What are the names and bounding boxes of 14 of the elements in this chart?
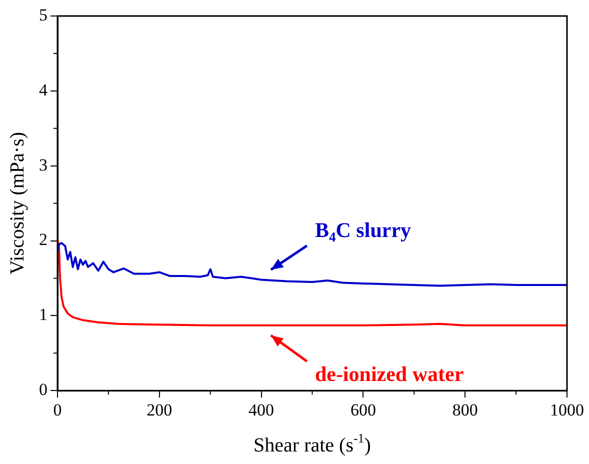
y-tick-label: 4 [39,80,48,100]
x-tick-label: 600 [350,400,376,420]
y-tick-label: 0 [39,380,48,400]
annotation: de-ionized water [314,362,464,386]
y-tick-label: 2 [39,230,48,250]
x-tick-label: 400 [248,400,274,420]
x-tick-label: 1000 [550,400,584,420]
x-tick-label: 800 [452,400,478,420]
x-tick-label: 200 [146,400,172,420]
y-tick-label: 5 [39,5,48,24]
y-tick-label: 1 [39,305,48,324]
x-tick-label: 0 [53,400,62,420]
y-axis-title: Viscosity (mPa·s) [6,132,28,275]
y-tick-label: 3 [39,155,48,174]
